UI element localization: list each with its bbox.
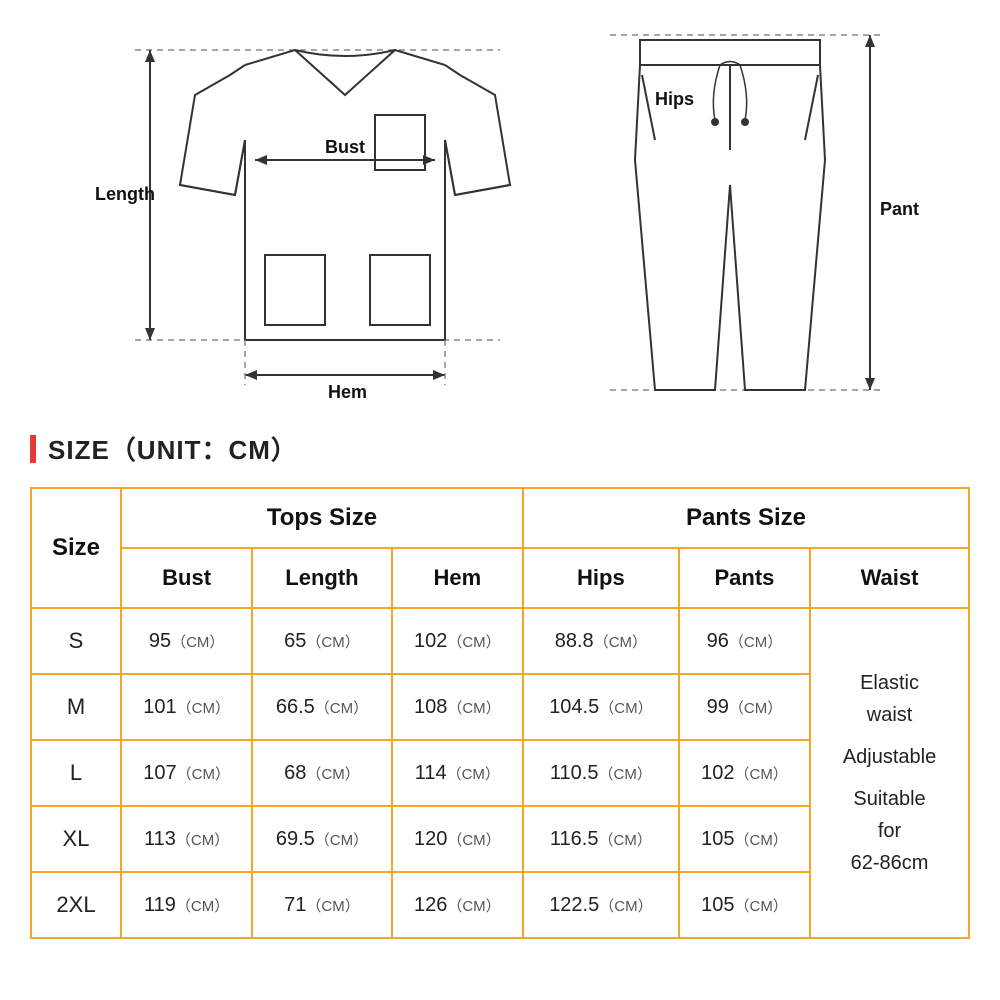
cell-length: 68（CM）: [252, 740, 391, 806]
pants-svg: Pant Hips: [560, 20, 920, 410]
table-body: S 95（CM） 65（CM） 102（CM） 88.8（CM） 96（CM） …: [31, 608, 969, 938]
col-size: Size: [31, 488, 121, 608]
cell-pants: 102（CM）: [679, 740, 810, 806]
pant-label: Pant: [880, 199, 919, 219]
cell-hem: 108（CM）: [392, 674, 523, 740]
hem-label: Hem: [328, 382, 367, 402]
cell-hips: 110.5（CM）: [523, 740, 679, 806]
cell-pants: 99（CM）: [679, 674, 810, 740]
cell-size: XL: [31, 806, 121, 872]
hips-label: Hips: [655, 89, 694, 109]
cell-hips: 122.5（CM）: [523, 872, 679, 938]
shirt-svg: Length: [80, 20, 520, 410]
pants-diagram: Pant Hips: [560, 20, 920, 410]
cell-hem: 114（CM）: [392, 740, 523, 806]
cell-size: M: [31, 674, 121, 740]
cell-bust: 107（CM）: [121, 740, 252, 806]
cell-pants: 105（CM）: [679, 806, 810, 872]
cell-hem: 102（CM）: [392, 608, 523, 674]
group-tops: Tops Size: [121, 488, 523, 548]
table-row: S 95（CM） 65（CM） 102（CM） 88.8（CM） 96（CM） …: [31, 608, 969, 674]
cell-bust: 95（CM）: [121, 608, 252, 674]
col-pants: Pants: [679, 548, 810, 608]
col-length: Length: [252, 548, 391, 608]
cell-bust: 119（CM）: [121, 872, 252, 938]
length-label: Length: [95, 184, 155, 204]
shirt-diagram: Length: [80, 20, 520, 410]
accent-bar: [30, 435, 36, 463]
cell-bust: 101（CM）: [121, 674, 252, 740]
cell-size: S: [31, 608, 121, 674]
size-title: SIZE（UNIT：CM）: [48, 430, 298, 467]
group-pants: Pants Size: [523, 488, 969, 548]
cell-waist: ElasticwaistAdjustableSuitablefor62-86cm: [810, 608, 969, 938]
cell-hips: 116.5（CM）: [523, 806, 679, 872]
bust-label: Bust: [325, 137, 365, 157]
cell-hips: 104.5（CM）: [523, 674, 679, 740]
cell-length: 66.5（CM）: [252, 674, 391, 740]
cell-size: 2XL: [31, 872, 121, 938]
cell-length: 69.5（CM）: [252, 806, 391, 872]
cell-length: 65（CM）: [252, 608, 391, 674]
title-row: SIZE（UNIT：CM）: [0, 420, 1000, 487]
cell-pants: 96（CM）: [679, 608, 810, 674]
col-bust: Bust: [121, 548, 252, 608]
cell-size: L: [31, 740, 121, 806]
col-waist: Waist: [810, 548, 969, 608]
diagrams-row: Length: [0, 0, 1000, 420]
cell-hips: 88.8（CM）: [523, 608, 679, 674]
cell-pants: 105（CM）: [679, 872, 810, 938]
col-hem: Hem: [392, 548, 523, 608]
cell-length: 71（CM）: [252, 872, 391, 938]
cell-hem: 120（CM）: [392, 806, 523, 872]
col-hips: Hips: [523, 548, 679, 608]
size-table: Size Tops Size Pants Size Bust Length He…: [30, 487, 970, 939]
cell-hem: 126（CM）: [392, 872, 523, 938]
cell-bust: 113（CM）: [121, 806, 252, 872]
